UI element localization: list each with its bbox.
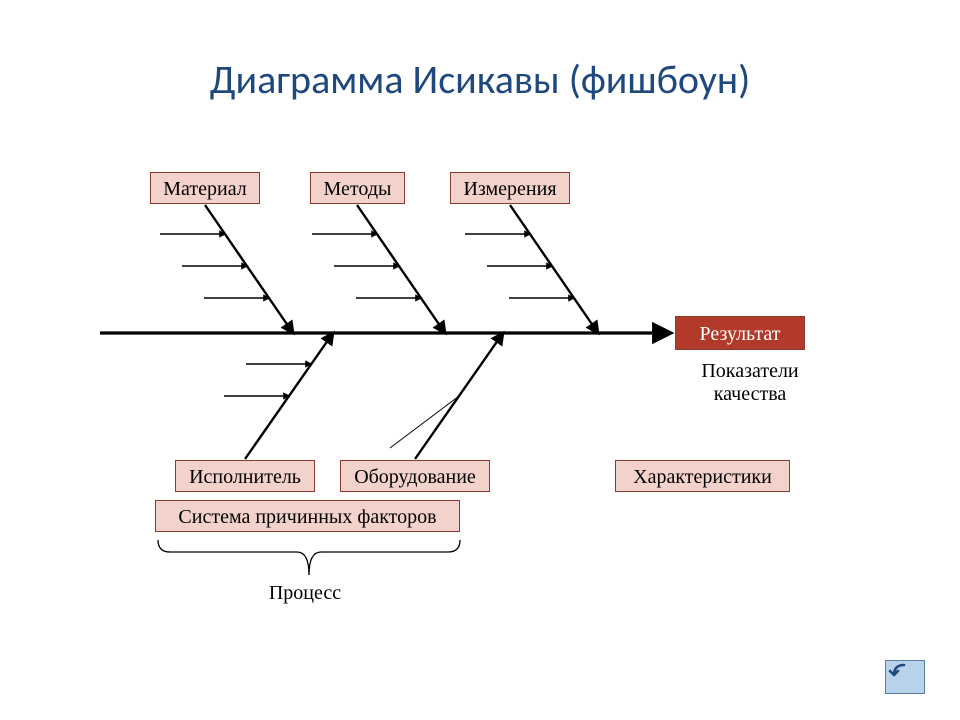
box-methods: Методы bbox=[310, 172, 405, 204]
box-material: Материал bbox=[150, 172, 260, 204]
back-button[interactable] bbox=[885, 660, 925, 694]
box-executor: Исполнитель bbox=[175, 460, 315, 492]
box-result: Результат bbox=[675, 316, 805, 350]
box-measure: Измерения bbox=[450, 172, 570, 204]
box-equipment: Оборудование bbox=[340, 460, 490, 492]
label-process: Процесс bbox=[255, 582, 355, 605]
back-arrow-icon bbox=[886, 661, 910, 681]
box-charact: Характеристики bbox=[615, 460, 790, 492]
label-quality: Показателикачества bbox=[680, 360, 820, 406]
box-system: Система причинных факторов bbox=[155, 500, 460, 532]
